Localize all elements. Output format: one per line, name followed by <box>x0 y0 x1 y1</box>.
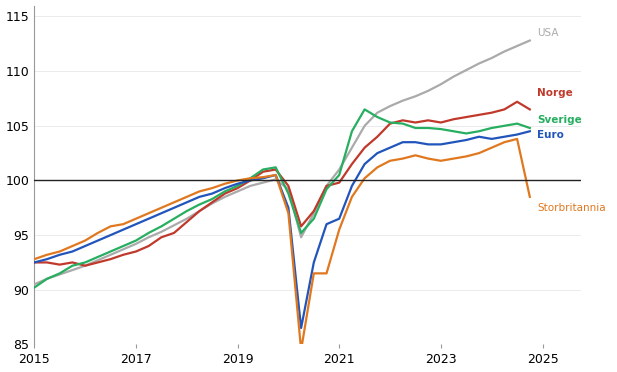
Text: Sverige: Sverige <box>537 115 582 125</box>
Text: Euro: Euro <box>537 129 565 140</box>
Text: Storbritannia: Storbritannia <box>537 203 606 213</box>
Text: Norge: Norge <box>537 88 573 98</box>
Text: USA: USA <box>537 28 559 38</box>
